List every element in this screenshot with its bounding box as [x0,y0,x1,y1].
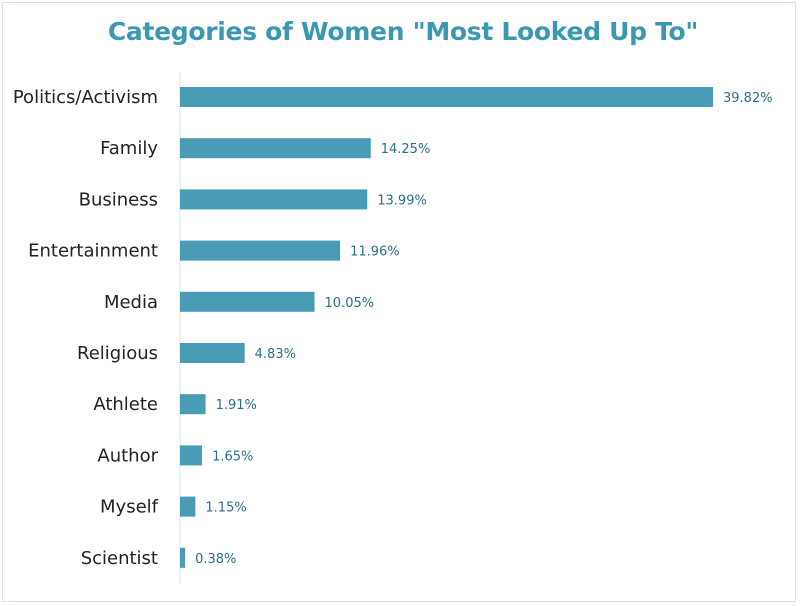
category-label-athlete: Athlete [93,394,158,415]
value-label-myself: 1.15% [205,501,246,516]
value-label-entertainment: 11.96% [350,245,400,260]
category-label-politics-activism: Politics/Activism [13,87,158,108]
bar-business [180,189,368,210]
category-label-religious: Religious [77,343,158,364]
value-label-media: 10.05% [325,296,375,311]
value-label-scientist: 0.38% [195,552,236,567]
value-label-religious: 4.83% [255,347,296,362]
category-label-business: Business [79,189,158,210]
value-label-athlete: 1.91% [216,398,257,413]
bar-entertainment [180,240,341,261]
bar-scientist [180,547,186,568]
bars-layer: Politics/Activism 39.82% Family 14.25% Busin… [13,87,773,569]
category-label-myself: Myself [100,497,159,518]
bar-politics-activism [180,87,713,107]
bar-family [180,138,371,159]
category-label-family: Family [100,138,158,159]
category-label-scientist: Scientist [81,548,158,569]
bar-religious [180,343,245,363]
value-label-author: 1.65% [212,449,253,464]
bar-myself [180,496,196,517]
chart-title: Categories of Women "Most Looked Up To" [107,17,699,46]
value-label-business: 13.99% [377,193,427,208]
value-label-family: 14.25% [381,142,431,157]
bar-athlete [180,394,206,415]
category-label-entertainment: Entertainment [28,241,158,262]
value-label-politics-activism: 39.82% [723,91,773,106]
bar-author [180,445,203,466]
bar-media [180,291,315,312]
category-label-author: Author [97,445,158,466]
category-label-media: Media [104,292,158,313]
